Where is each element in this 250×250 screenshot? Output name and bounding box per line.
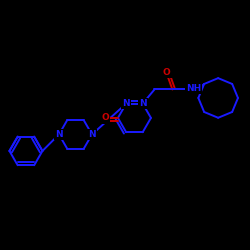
Text: N: N <box>122 99 130 108</box>
Text: O: O <box>101 114 109 122</box>
Text: NH: NH <box>186 84 201 93</box>
Text: N: N <box>139 99 146 108</box>
Text: N: N <box>88 130 96 139</box>
Text: O: O <box>163 68 170 77</box>
Text: N: N <box>55 130 63 139</box>
